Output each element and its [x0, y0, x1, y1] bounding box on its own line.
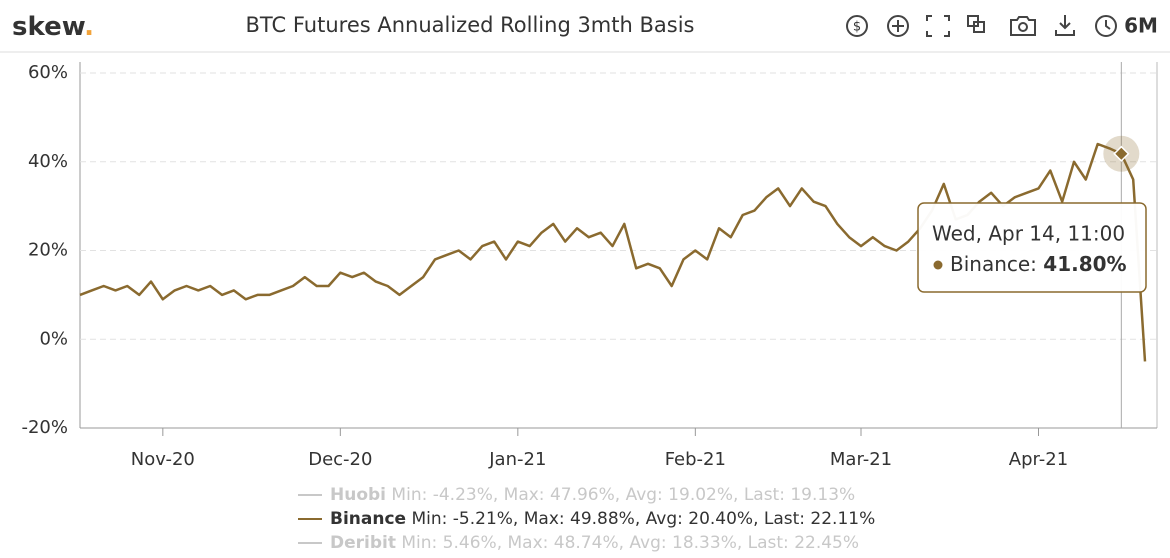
chart-title: BTC Futures Annualized Rolling 3mth Basi…: [246, 13, 695, 37]
x-tick-label: Jan-21: [488, 449, 546, 470]
download-icon[interactable]: [1055, 15, 1075, 36]
legend-stats: Min: 5.46%, Max: 48.74%, Avg: 18.33%, La…: [401, 533, 859, 553]
legend-name: Huobi: [330, 485, 386, 505]
range-button[interactable]: 6M: [1124, 14, 1158, 38]
logo: skew.: [12, 12, 94, 42]
tooltip-label: Binance:: [950, 252, 1037, 276]
tooltip: Wed, Apr 14, 11:00 Binance: 41.80%: [917, 202, 1147, 293]
tooltip-value: 41.80%: [1043, 252, 1126, 276]
logo-text: skew: [12, 12, 86, 42]
y-tick-label: 60%: [28, 62, 68, 83]
tooltip-row: Binance: 41.80%: [950, 252, 1127, 276]
tooltip-box: [917, 202, 1147, 293]
x-tick-label: Dec-20: [308, 449, 372, 470]
hover-marker: [1113, 145, 1130, 162]
x-tick-label: Apr-21: [1009, 449, 1068, 470]
x-tick-label: Nov-20: [131, 449, 195, 470]
tooltip-title: Wed, Apr 14, 11:00: [932, 222, 1125, 246]
tooltip-dot: [933, 260, 943, 270]
y-tick-label: -20%: [21, 417, 68, 438]
currency-icon[interactable]: [846, 15, 868, 37]
legend-item[interactable]: Deribit Min: 5.46%, Max: 48.74%, Avg: 18…: [330, 533, 859, 553]
legend-item[interactable]: Huobi Min: -4.23%, Max: 47.96%, Avg: 19.…: [330, 485, 855, 505]
legend-name: Binance: [330, 509, 406, 529]
legend-stats: Min: -5.21%, Max: 49.88%, Avg: 20.40%, L…: [411, 509, 875, 529]
x-tick-label: Mar-21: [830, 449, 892, 470]
currency-glyph: $: [853, 20, 861, 35]
legend-name: Deribit: [330, 533, 396, 553]
logo-dot: .: [84, 12, 94, 42]
y-tick-label: 0%: [39, 328, 68, 349]
zoom-icon[interactable]: [887, 15, 909, 37]
fullscreen-icon[interactable]: [926, 15, 950, 37]
x-tick-label: Feb-21: [665, 449, 726, 470]
legend-stats: Min: -4.23%, Max: 47.96%, Avg: 19.02%, L…: [391, 485, 855, 505]
y-tick-label: 20%: [28, 240, 68, 261]
clock-icon[interactable]: [1095, 15, 1117, 37]
compare-icon[interactable]: [967, 15, 985, 33]
camera-icon[interactable]: [1010, 16, 1036, 36]
clock-hands: [1105, 20, 1111, 30]
y-tick-label: 40%: [28, 151, 68, 172]
camera-lens: [1018, 22, 1028, 32]
legend-item[interactable]: Binance Min: -5.21%, Max: 49.88%, Avg: 2…: [330, 509, 875, 529]
toolbar: $ 6M: [846, 14, 1158, 38]
zoom-plus: [892, 20, 904, 32]
